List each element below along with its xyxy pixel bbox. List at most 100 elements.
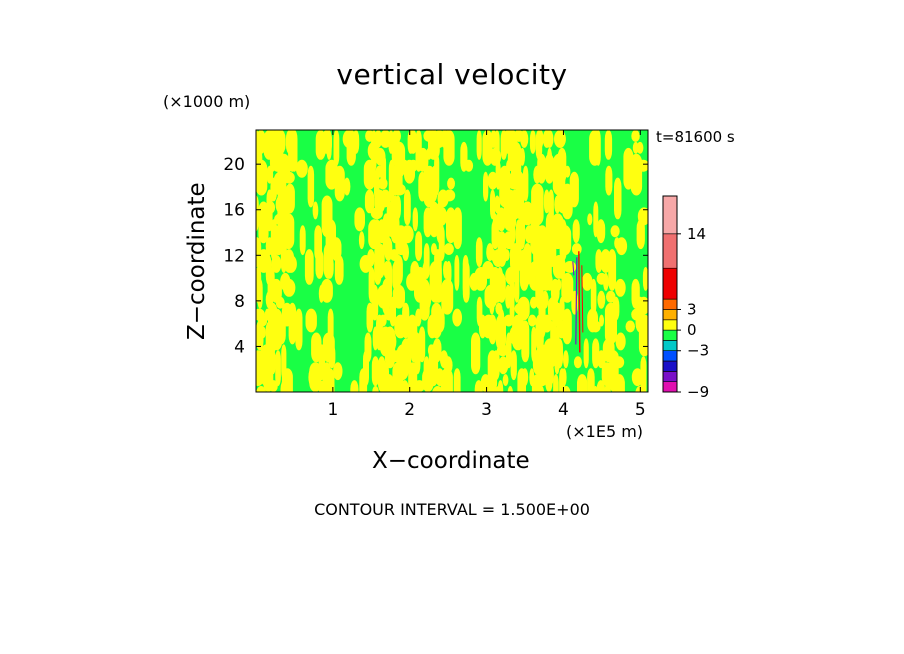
updraft-patch (285, 183, 295, 214)
updraft-patch (304, 249, 314, 285)
colorbar-segment (662, 233, 678, 269)
updraft-patch (364, 189, 375, 214)
y-tick-label: 12 (223, 246, 245, 266)
updraft-patch (321, 278, 333, 303)
updraft-patch (498, 308, 505, 339)
updraft-patch (490, 189, 496, 220)
updraft-patch (522, 165, 529, 202)
colorbar: 14 3 0 −3 −9 (662, 195, 709, 401)
updraft-patch (276, 130, 286, 154)
updraft-patch (492, 350, 500, 381)
updraft-patch (395, 195, 401, 220)
updraft-patch (372, 386, 379, 392)
updraft-patch (315, 249, 324, 279)
updraft-patch (521, 368, 529, 387)
updraft-patch (638, 314, 648, 357)
updraft-patch (343, 177, 351, 196)
updraft-patch (256, 195, 259, 232)
updraft-patch (418, 326, 426, 363)
updraft-patch (452, 308, 462, 327)
updraft-patch (590, 320, 601, 333)
updraft-patch (333, 130, 340, 166)
z-axis-units: (×1000 m) (163, 92, 251, 111)
updraft-patch (595, 249, 603, 273)
updraft-patch (400, 380, 409, 392)
updraft-patch (453, 207, 462, 250)
updraft-patch (520, 130, 529, 148)
updraft-patch (564, 165, 571, 178)
updraft-patch (573, 356, 582, 369)
updraft-patch (371, 356, 380, 387)
updraft-patch (492, 213, 498, 232)
updraft-patch (259, 326, 266, 339)
updraft-patch (577, 374, 588, 392)
updraft-patch (547, 147, 552, 184)
updraft-patch (543, 189, 550, 214)
updraft-patch (256, 130, 266, 154)
updraft-patch (483, 171, 489, 202)
updraft-patch (358, 231, 365, 250)
updraft-patch (488, 314, 497, 345)
downdraft-streak (575, 257, 578, 345)
x-tick-label: 1 (327, 400, 338, 420)
updraft-core (581, 265, 584, 333)
updraft-patch (267, 201, 276, 214)
plot-frame (255, 129, 649, 393)
colorbar-segment (662, 309, 678, 321)
updraft-patch (443, 189, 456, 202)
updraft-patch (434, 249, 442, 291)
updraft-patch (521, 320, 530, 363)
updraft-patch (537, 153, 546, 184)
updraft-patch (334, 255, 344, 285)
updraft-patch (374, 243, 385, 279)
colorbar-segment (662, 340, 678, 351)
updraft-patch (610, 225, 620, 238)
updraft-patch (590, 278, 597, 315)
updraft-patch (497, 380, 504, 392)
updraft-patch (541, 290, 549, 309)
updraft-patch (498, 356, 509, 375)
updraft-patch (275, 350, 281, 386)
colorbar-segment (662, 267, 678, 300)
updraft-patch (509, 225, 516, 244)
updraft-patch (394, 255, 403, 285)
y-tick-label: 8 (234, 292, 245, 312)
updraft-patch (514, 261, 520, 303)
updraft-patch (494, 195, 501, 214)
updraft-patch (327, 308, 334, 345)
updraft-patch (505, 284, 511, 309)
updraft-patch (569, 171, 579, 208)
colorbar-segment (662, 350, 678, 362)
updraft-patch (270, 350, 276, 375)
updraft-patch (631, 368, 643, 387)
updraft-patch (288, 302, 297, 345)
updraft-patch (367, 249, 375, 267)
updraft-patch (636, 219, 645, 250)
updraft-patch (494, 130, 500, 160)
updraft-patch (412, 207, 418, 232)
updraft-patch (561, 386, 571, 392)
updraft-patch (432, 386, 444, 392)
updraft-patch (487, 171, 498, 190)
updraft-patch (475, 237, 483, 267)
updraft-patch (446, 261, 452, 285)
updraft-patch (429, 201, 439, 238)
x-axis-label: X−coordinate (372, 448, 530, 474)
updraft-patch (402, 243, 409, 261)
updraft-core (578, 251, 581, 353)
updraft-patch (517, 296, 530, 321)
updraft-patch (613, 356, 625, 369)
updraft-patch (507, 386, 514, 392)
updraft-patch (502, 374, 509, 386)
colorbar-segment (662, 298, 678, 310)
updraft-patch (528, 314, 537, 327)
updraft-patch (441, 278, 454, 315)
updraft-patch (476, 130, 482, 160)
updraft-patch (539, 386, 545, 392)
updraft-patch (640, 356, 647, 392)
updraft-patch (295, 308, 303, 351)
updraft-patch (596, 380, 606, 392)
colorbar-segment (662, 381, 678, 393)
updraft-patch (326, 130, 332, 160)
